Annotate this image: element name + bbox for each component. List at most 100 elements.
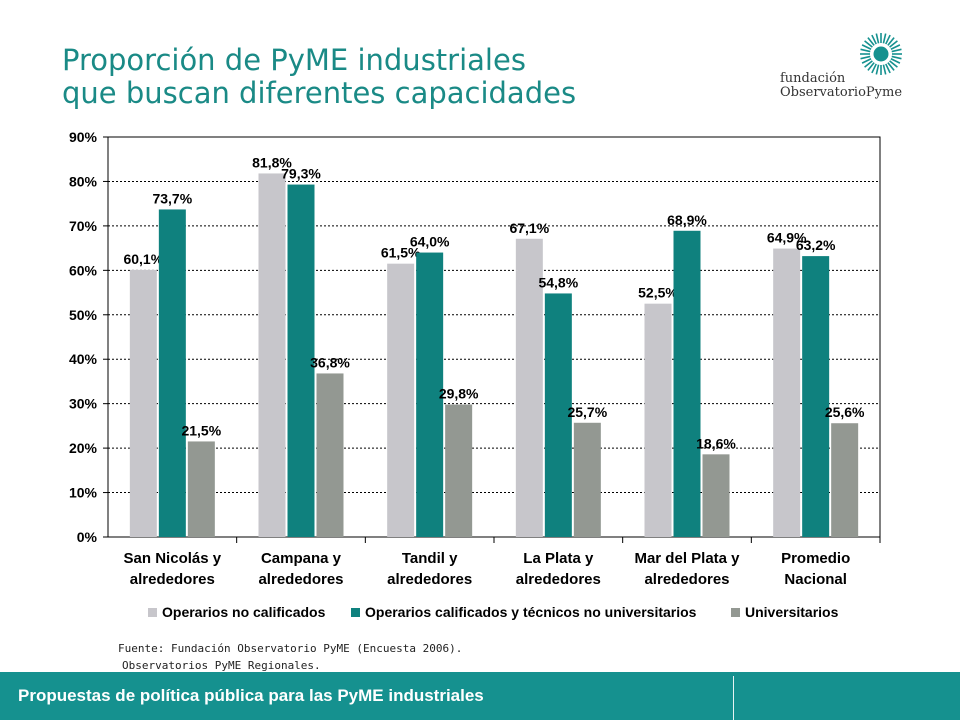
- logo-ray: [889, 60, 898, 68]
- legend-swatch: [731, 608, 740, 617]
- bar: [773, 248, 801, 538]
- x-tick-label: alrededores: [258, 571, 343, 588]
- bar: [831, 423, 859, 537]
- data-label: 79,3%: [281, 166, 321, 182]
- x-tick-label: Mar del Plata y: [634, 550, 740, 567]
- bar: [573, 422, 601, 537]
- data-label: 25,7%: [567, 404, 607, 420]
- bar-chart: 0% 10% 20% 30% 40% 50% 60% 70% 80% 90% 60,1% 73,7% 2…: [69, 129, 881, 620]
- bar: [287, 184, 315, 538]
- footer-divider: [733, 676, 734, 720]
- logo-ray: [887, 62, 895, 71]
- legend-swatch: [351, 608, 360, 617]
- y-tick-label: 30%: [69, 396, 98, 412]
- bar: [445, 404, 473, 537]
- logo-ray: [864, 40, 873, 48]
- logo-ray: [875, 33, 880, 44]
- logo-ray: [885, 63, 891, 74]
- logo-ray: [864, 60, 873, 68]
- x-tick-label: alrededores: [387, 571, 472, 588]
- bar: [802, 256, 830, 537]
- data-label: 63,2%: [796, 237, 836, 253]
- data-label: 52,5%: [638, 285, 678, 301]
- x-tick-label: San Nicolás y: [124, 550, 222, 567]
- source-note: Fuente: Fundación Observatorio PyME (Enc…: [118, 640, 462, 674]
- x-tick-label: alrededores: [644, 571, 729, 588]
- logo-text: fundación ObservatorioPyme: [780, 72, 902, 100]
- title-line-2: que buscan diferentes capacidades: [62, 76, 577, 110]
- sunburst-logo-icon: [860, 33, 902, 75]
- logo-ray: [890, 44, 901, 50]
- data-label: 73,7%: [152, 190, 192, 206]
- y-tick-label: 70%: [69, 218, 98, 234]
- logo-ray: [887, 37, 895, 46]
- data-label: 60,1%: [123, 251, 163, 267]
- data-label: 64,9%: [767, 230, 807, 246]
- title-line-1: Proporción de PyME industriales: [62, 44, 526, 77]
- legend-label: Operarios no calificados: [162, 604, 326, 620]
- x-tick-label: alrededores: [130, 571, 215, 588]
- data-label: 18,6%: [696, 435, 736, 451]
- logo-ray: [860, 55, 871, 60]
- page-title: Proporción de PyME industriales que busc…: [62, 44, 702, 110]
- bar: [158, 209, 186, 537]
- logo-ray: [861, 58, 872, 64]
- x-tick-label: Nacional: [784, 571, 847, 588]
- logo-ray: [875, 64, 880, 75]
- legend-label: Operarios calificados y técnicos no univ…: [365, 604, 697, 620]
- data-label: 54,8%: [538, 274, 578, 290]
- bar: [673, 230, 701, 537]
- logo-ray: [882, 33, 887, 44]
- bar: [387, 263, 415, 537]
- data-label: 81,8%: [252, 154, 292, 170]
- x-tick-label: alrededores: [516, 571, 601, 588]
- logo-ray: [882, 64, 887, 75]
- data-label: 68,9%: [667, 212, 707, 228]
- logo-ray: [885, 34, 891, 45]
- logo-ray: [871, 34, 877, 45]
- y-tick-label: 50%: [69, 307, 98, 323]
- data-label: 64,0%: [410, 234, 450, 250]
- data-label: 29,8%: [439, 386, 479, 402]
- data-label: 21,5%: [181, 422, 221, 438]
- source-line-1: Fuente: Fundación Observatorio PyME (Enc…: [118, 642, 463, 655]
- bar: [644, 303, 672, 537]
- y-tick-label: 10%: [69, 485, 98, 501]
- logo-line-1: fundación: [780, 71, 846, 86]
- logo-ray: [891, 55, 902, 60]
- bar: [316, 373, 344, 537]
- logo-ray: [890, 58, 901, 64]
- y-tick-label: 90%: [69, 129, 98, 145]
- y-tick-label: 20%: [69, 440, 98, 456]
- bar: [702, 454, 730, 537]
- logo-line-2: ObservatorioPyme: [780, 85, 903, 100]
- footer-text: Propuestas de política pública para las …: [18, 686, 484, 705]
- y-tick-label: 60%: [69, 262, 98, 278]
- legend-swatch: [148, 608, 157, 617]
- data-label: 61,5%: [381, 245, 421, 261]
- bar: [187, 441, 215, 537]
- x-tick-label: Campana y: [261, 550, 342, 567]
- y-tick-label: 40%: [69, 351, 98, 367]
- logo-ray: [871, 63, 877, 74]
- bar: [129, 269, 157, 537]
- x-tick-label: Tandil y: [402, 550, 458, 567]
- logo-ray: [889, 40, 898, 48]
- bar: [258, 173, 286, 537]
- data-label: 25,6%: [825, 404, 865, 420]
- data-label: 67,1%: [509, 220, 549, 236]
- plot-area: [107, 136, 881, 538]
- bar: [515, 238, 543, 537]
- logo-ray: [861, 44, 872, 50]
- data-label: 36,8%: [310, 354, 350, 370]
- bar: [544, 293, 572, 537]
- logo: fundación ObservatorioPyme: [780, 30, 940, 110]
- logo-ray: [860, 48, 871, 53]
- x-tick-label: Promedio: [781, 550, 850, 567]
- x-tick-label: La Plata y: [523, 550, 594, 567]
- y-tick-label: 0%: [77, 529, 98, 545]
- source-line-2: Observatorios PyME Regionales.: [122, 659, 321, 672]
- logo-ray: [867, 37, 875, 46]
- footer-bar: Propuestas de política pública para las …: [0, 672, 960, 720]
- logo-ray: [867, 62, 875, 71]
